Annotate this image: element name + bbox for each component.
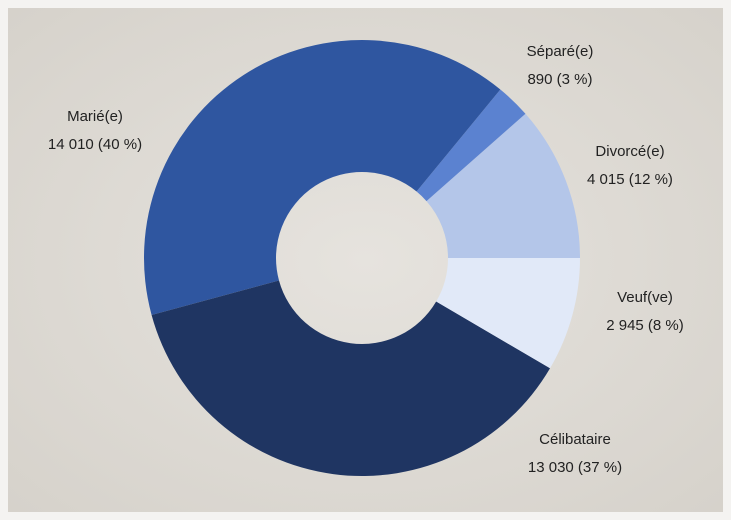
value-label: 890 (3 %) bbox=[527, 71, 592, 88]
slice bbox=[426, 113, 580, 259]
category-label: Séparé(e) bbox=[527, 43, 594, 60]
slice bbox=[151, 280, 551, 476]
category-label: Divorcé(e) bbox=[595, 143, 664, 160]
slice bbox=[436, 258, 580, 369]
value-label: 14 010 (40 %) bbox=[48, 136, 142, 153]
category-label: Veuf(ve) bbox=[617, 289, 673, 306]
value-label: 4 015 (12 %) bbox=[587, 171, 673, 188]
slice bbox=[416, 89, 526, 202]
slice bbox=[144, 40, 501, 316]
category-label: Marié(e) bbox=[67, 108, 123, 125]
category-label: Célibataire bbox=[539, 431, 611, 448]
value-label: 13 030 (37 %) bbox=[528, 459, 622, 476]
value-label: 2 945 (8 %) bbox=[606, 317, 684, 334]
